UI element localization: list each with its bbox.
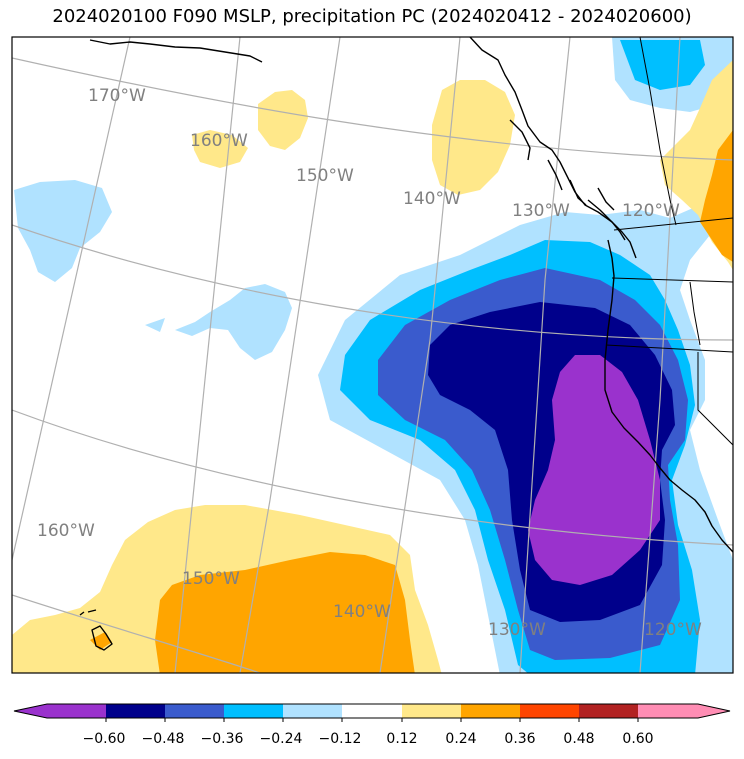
colorbar-seg-neg-024: [224, 704, 283, 718]
colorbar-tick-label: −0.60: [83, 731, 126, 747]
lon-label-top-140: 140°W: [403, 189, 461, 209]
lon-label-top-170: 170°W: [88, 86, 146, 106]
field-neg-060: [528, 355, 660, 585]
meridian-line-2: [174, 37, 241, 673]
colorbar-tick-labels: −0.60 −0.48 −0.36 −0.24 −0.12 0.12 0.24 …: [83, 731, 654, 747]
colorbar-seg-neg-060: [47, 704, 106, 718]
colorbar-outline: [13, 703, 731, 719]
colorbar-seg-pos-012: [402, 704, 461, 718]
meridian-line-5: [519, 37, 571, 673]
colorbar-seg-neg-048: [106, 704, 165, 718]
border-nv-ca: [697, 352, 733, 446]
coast-hawaii: [79, 609, 113, 651]
field-neg-012-aleut: [145, 284, 292, 360]
longitude-labels: 170°W 160°W 150°W 140°W 130°W 120°W 160°…: [37, 86, 702, 640]
meridian-line-3: [239, 37, 341, 673]
border-bc-ab: [639, 37, 677, 226]
lon-label-top-130: 130°W: [512, 201, 570, 221]
graticule: [12, 37, 733, 673]
lon-label-top-150: 150°W: [296, 166, 354, 186]
lon-label-bot-140: 140°W: [333, 602, 391, 622]
meridian-line-1: [12, 37, 131, 561]
coast-alaska-top: [89, 39, 263, 63]
colorbar-tick-label: −0.36: [201, 731, 244, 747]
lon-label-top-160: 160°W: [190, 131, 248, 151]
lon-label-bot-160: 160°W: [37, 521, 95, 541]
field-neg-012-bering: [14, 180, 112, 282]
parallel-line-1: [12, 57, 733, 161]
colorbar-seg-pos-048: [579, 704, 638, 718]
lon-label-bot-120: 120°W: [644, 620, 702, 640]
lon-label-bot-130: 130°W: [488, 620, 546, 640]
colorbar-tick-label: 0.24: [445, 731, 476, 747]
colorbar-tick-label: −0.12: [319, 731, 362, 747]
colorbar-seg-pos-060: [638, 704, 698, 718]
colorbar-tick-label: 0.36: [504, 731, 535, 747]
colorbar-seg-neg-012: [283, 704, 342, 718]
lon-label-bot-150: 150°W: [182, 569, 240, 589]
parallel-line-3: [12, 409, 733, 546]
colorbar-tick-label: 0.48: [563, 731, 594, 747]
colorbar-tick-label: 0.12: [386, 731, 417, 747]
colorbar-seg-pos-024: [461, 704, 520, 718]
coast-west-us: [604, 239, 733, 553]
field-pos-012-islandA: [258, 90, 308, 150]
field-pos-024-south: [155, 552, 415, 673]
meridian-line-6: [639, 37, 681, 673]
parallel-line-2: [12, 224, 733, 341]
colorbar-extend-min: [14, 704, 47, 718]
lon-label-top-120: 120°W: [622, 201, 680, 221]
map-title: 2024020100 F090 MSLP, precipitation PC (…: [52, 6, 692, 27]
colorbar-seg-neg-036: [165, 704, 224, 718]
colorbar: −0.60 −0.48 −0.36 −0.24 −0.12 0.12 0.24 …: [13, 703, 731, 747]
map-content: [12, 37, 733, 673]
border-ca-or: [605, 344, 733, 353]
colorbar-extend-max: [698, 704, 730, 718]
meridian-line-4: [379, 37, 461, 673]
border-id: [689, 281, 701, 346]
colorbar-tick-label: −0.48: [142, 731, 185, 747]
parallel-line-4: [12, 594, 262, 673]
colorbar-seg-neutral: [342, 704, 402, 718]
colorbar-seg-pos-036: [520, 704, 579, 718]
border-or-wa: [611, 277, 733, 283]
colorbar-tick-marks: [105, 718, 639, 722]
field-pos-012-islandB: [192, 130, 248, 168]
political-borders: [605, 37, 733, 446]
field-neg-024-north: [620, 40, 705, 90]
colorbar-tick-label: 0.60: [622, 731, 653, 747]
field-pos-024-east: [700, 130, 733, 262]
coast-vancouver-island: [587, 199, 626, 241]
coast-bc-islands: [509, 119, 615, 211]
map-frame: [11, 36, 734, 674]
colorbar-tick-label: −0.24: [260, 731, 303, 747]
coastlines: [79, 37, 733, 651]
border-ca-us: [613, 217, 733, 231]
